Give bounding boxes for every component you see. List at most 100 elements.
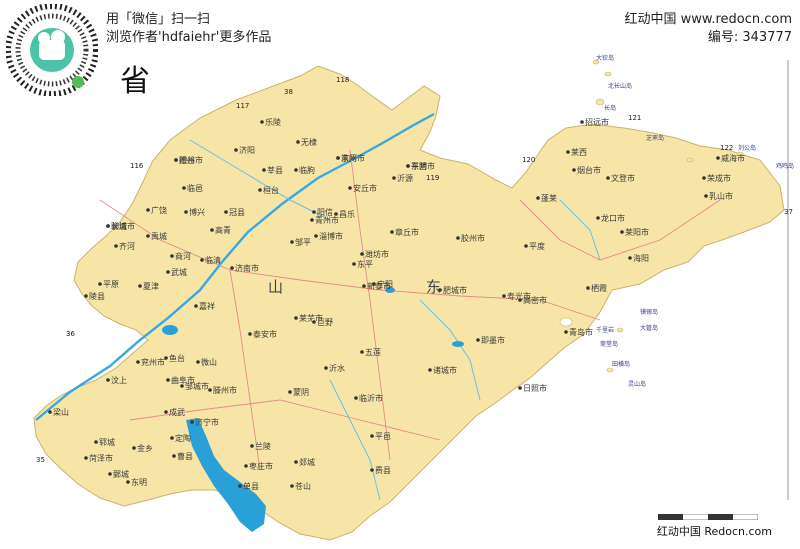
city-marker	[174, 158, 178, 162]
city-label: 东明	[131, 477, 147, 487]
city-marker	[248, 332, 252, 336]
city-label: 海阳	[633, 253, 649, 263]
city-label: 夏津	[143, 281, 159, 291]
city-label: 巨野	[317, 318, 333, 327]
city-marker	[518, 386, 522, 390]
grid-coordinate-label: 118	[336, 76, 349, 84]
city-marker	[580, 120, 584, 124]
city-label: 临沂市	[359, 393, 383, 403]
city-marker	[224, 210, 228, 214]
city-marker	[290, 240, 294, 244]
city-label: 安丘市	[353, 183, 377, 193]
city-label: 蒙阴	[293, 387, 309, 397]
site-name[interactable]: 红动中国 www.redocn.com	[624, 12, 792, 27]
city-marker	[456, 236, 460, 240]
city-marker	[370, 468, 374, 472]
city-marker	[312, 320, 316, 324]
city-marker	[370, 434, 374, 438]
city-label: 肥城市	[443, 285, 467, 295]
city-marker	[312, 210, 316, 214]
city-label: 临清	[205, 255, 221, 265]
city-label: 平原	[103, 280, 119, 289]
city-label: 金乡	[137, 443, 153, 453]
city-label: 梁山	[53, 407, 69, 417]
city-marker	[196, 360, 200, 364]
city-label: 枣庄市	[249, 461, 273, 471]
author-link[interactable]: 浏览作者'hdfaiehr'更多作品	[106, 30, 272, 45]
scale-bar	[658, 514, 758, 520]
city-marker	[628, 256, 632, 260]
city-label: 曹县	[177, 451, 193, 461]
grid-coordinate-label: 119	[426, 174, 439, 182]
city-label: 临朐	[299, 165, 315, 175]
city-label: 新泰市	[367, 281, 391, 291]
city-marker	[84, 294, 88, 298]
city-label: 成武	[169, 407, 185, 417]
city-marker	[132, 446, 136, 450]
city-label: 费县	[375, 465, 391, 475]
city-label: 威海市	[721, 153, 745, 163]
yellow-river	[35, 112, 435, 421]
city-label: 武城	[171, 267, 187, 277]
city-marker	[390, 230, 394, 234]
city-label: 曲阜市	[171, 375, 195, 385]
city-label: 济南市	[235, 263, 259, 273]
city-marker	[184, 210, 188, 214]
city-marker	[352, 262, 356, 266]
city-marker	[476, 338, 480, 342]
city-marker	[48, 410, 52, 414]
city-label: 阳谷	[179, 156, 195, 165]
city-marker	[146, 234, 150, 238]
city-marker	[170, 436, 174, 440]
city-label: 东平	[357, 259, 373, 269]
city-label: 宁阳	[377, 279, 393, 289]
city-label: 青州市	[315, 215, 339, 225]
city-marker	[250, 444, 254, 448]
city-label: 青岛市	[569, 327, 593, 337]
scan-instruction: 用「微信」扫一扫	[106, 12, 211, 27]
city-label: 德州市	[179, 155, 203, 165]
city-marker	[502, 294, 506, 298]
city-marker	[190, 420, 194, 424]
city-label: 无棣	[301, 137, 317, 147]
city-marker	[164, 356, 168, 360]
city-label: 高青	[215, 225, 231, 235]
city-label: 荣成市	[707, 173, 731, 183]
city-label: 郓城	[99, 438, 115, 447]
city-label: 日照市	[523, 383, 547, 393]
city-marker	[606, 176, 610, 180]
island-label: 芝罘岛	[646, 134, 664, 142]
city-label: 高密市	[523, 295, 547, 305]
city-label: 章丘市	[395, 227, 419, 237]
city-marker	[138, 284, 142, 288]
city-label: 汶上	[111, 375, 127, 385]
city-label: 桓台	[263, 185, 279, 195]
city-label: 昌乐	[339, 209, 355, 219]
city-label: 淄博市	[319, 231, 343, 241]
city-marker	[172, 454, 176, 458]
island-label: 北长山岛	[608, 82, 632, 90]
city-label: 莱阳市	[625, 227, 649, 237]
island-label: 斋堂岛	[600, 340, 618, 348]
island-label: 灵山岛	[628, 380, 646, 388]
qr-code-image	[5, 3, 99, 97]
grid-coordinate-label: 121	[628, 114, 641, 122]
city-marker	[596, 216, 600, 220]
city-marker	[294, 316, 298, 320]
city-marker	[230, 266, 234, 270]
city-marker	[182, 186, 186, 190]
city-marker	[114, 244, 118, 248]
city-marker	[170, 254, 174, 258]
city-marker	[392, 176, 396, 180]
city-marker	[586, 286, 590, 290]
city-label: 平度	[529, 241, 545, 251]
island-label: 刘公岛	[738, 144, 756, 152]
city-label: 陵县	[89, 292, 105, 301]
city-label: 兰陵	[255, 441, 271, 451]
island-label: 千里岩	[596, 326, 614, 334]
city-label: 鄄城	[113, 470, 129, 479]
city-marker	[360, 350, 364, 354]
city-marker	[566, 150, 570, 154]
city-marker	[372, 282, 376, 286]
